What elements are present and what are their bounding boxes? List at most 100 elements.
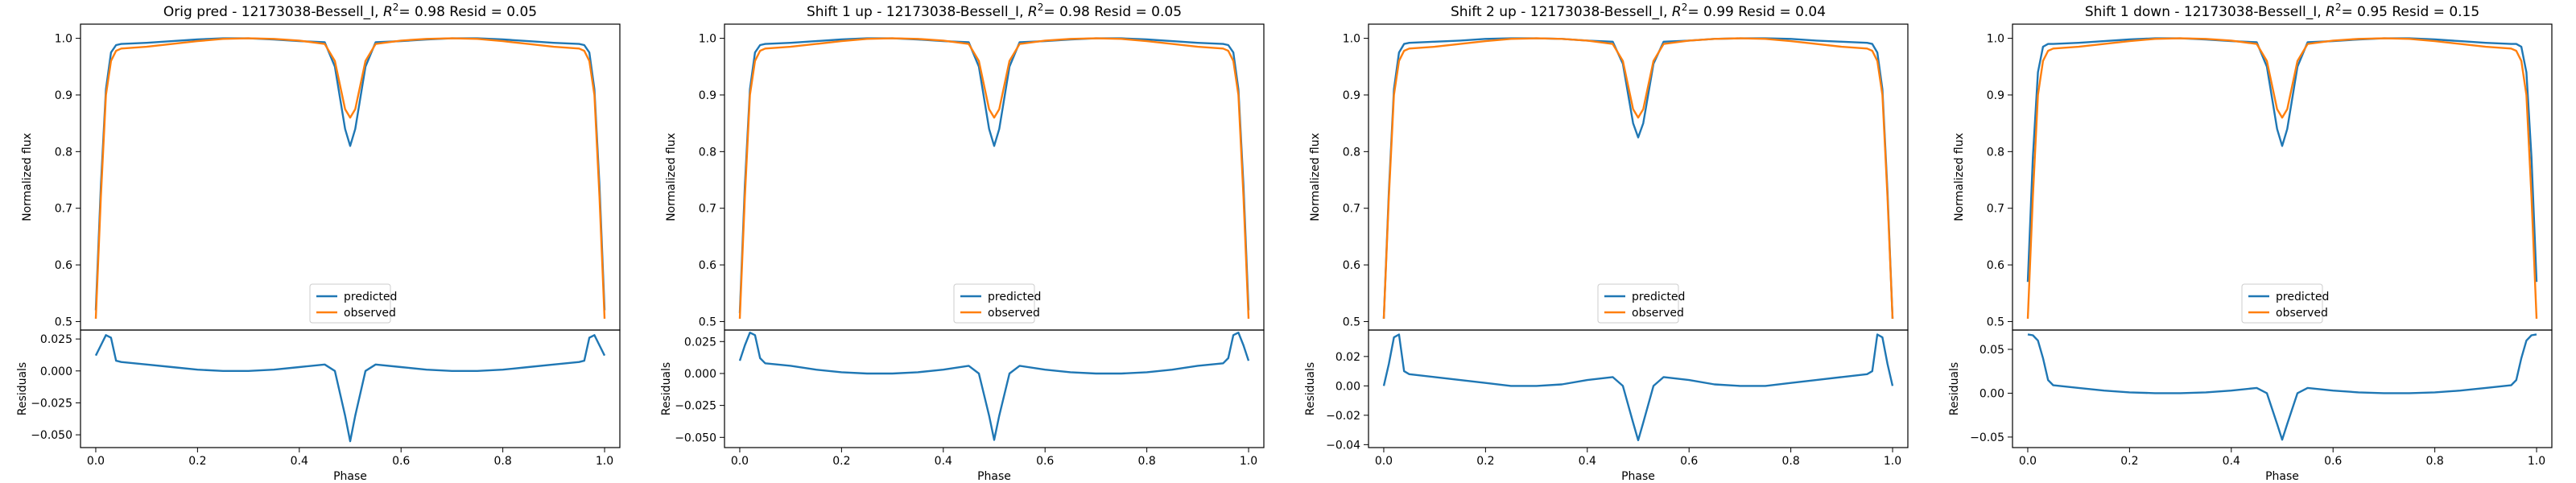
x-tick-label: 0.4: [1579, 455, 1596, 468]
chart-title-r2-symbol: R: [2326, 4, 2335, 20]
residual-y-tick-label: −0.050: [675, 431, 716, 444]
y-tick-label: 0.8: [699, 146, 716, 159]
y-tick-label: 0.9: [55, 89, 72, 102]
residual-y-tick-label: 0.025: [40, 333, 72, 346]
chart-title-r2-symbol: R: [1672, 4, 1682, 20]
x-tick-label: 0.6: [2324, 455, 2342, 468]
legend-label-predicted: predicted: [344, 291, 397, 303]
chart-title-r2-symbol: R: [1028, 4, 1038, 20]
chart-title-stats: = 0.99 Resid = 0.04: [1687, 4, 1826, 20]
chart-panel-1: Orig pred - 12173038-Bessell_I, R2= 0.98…: [16, 2, 621, 483]
series-line-predicted: [1382, 37, 1894, 319]
series-line-observed: [94, 37, 606, 319]
legend-label-predicted: predicted: [2276, 291, 2329, 303]
y-tick-label: 0.8: [1987, 146, 2004, 159]
x-tick-label: 0.0: [2019, 455, 2037, 468]
x-tick-label: 0.8: [493, 455, 511, 468]
residual-plot-frame: [80, 329, 621, 448]
y-tick-label: 1.0: [699, 33, 716, 46]
legend-label-observed: observed: [344, 307, 396, 320]
x-tick-label: 0.4: [2223, 455, 2240, 468]
residual-y-axis-label: Residuals: [16, 362, 29, 415]
x-tick-label: 0.2: [188, 455, 206, 468]
chart-title-stats: = 0.98 Resid = 0.05: [1043, 4, 1182, 20]
y-tick-label: 0.7: [1987, 203, 2004, 216]
chart-panel-2: Shift 1 up - 12173038-Bessell_I, R2= 0.9…: [660, 2, 1265, 483]
x-tick-label: 1.0: [2528, 455, 2545, 468]
legend-label-observed: observed: [2276, 307, 2328, 320]
y-axis-label: Normalized flux: [1953, 133, 1966, 221]
residual-line: [738, 332, 1250, 441]
series-line-observed: [2026, 37, 2538, 319]
y-tick-label: 0.6: [1343, 259, 1360, 272]
residual-line: [94, 334, 606, 443]
series-line-observed: [1382, 37, 1894, 319]
y-tick-label: 0.9: [1987, 89, 2004, 102]
y-tick-label: 0.7: [55, 203, 72, 216]
residual-y-axis-label: Residuals: [1304, 362, 1317, 415]
chart-title-r2-exponent: 2: [1682, 2, 1688, 13]
legend-label-predicted: predicted: [1632, 291, 1685, 303]
residual-line: [2027, 333, 2537, 441]
x-axis-label: Phase: [1621, 470, 1655, 483]
y-tick-label: 0.7: [1343, 203, 1360, 216]
y-axis-label: Normalized flux: [1309, 133, 1322, 221]
y-tick-label: 0.7: [699, 203, 716, 216]
residual-y-tick-label: −0.050: [31, 429, 72, 442]
chart-title-stats: = 0.98 Resid = 0.05: [398, 4, 537, 20]
residual-y-tick-label: 0.02: [1335, 351, 1360, 364]
x-tick-label: 0.2: [1476, 455, 1494, 468]
x-tick-label: 0.6: [1680, 455, 1698, 468]
series-line-predicted: [2026, 37, 2538, 283]
y-tick-label: 1.0: [1987, 33, 2004, 46]
x-axis-label: Phase: [977, 470, 1011, 483]
chart-title-r2-exponent: 2: [393, 2, 399, 13]
x-tick-label: 0.0: [87, 455, 105, 468]
x-tick-label: 0.4: [291, 455, 308, 468]
legend-label-predicted: predicted: [988, 291, 1041, 303]
chart-title-prefix: Orig pred - 12173038-Bessell_I,: [163, 4, 383, 20]
chart-title-prefix: Shift 2 up - 12173038-Bessell_I,: [1451, 4, 1672, 20]
x-axis-label: Phase: [2265, 470, 2299, 483]
residual-y-axis-label: Residuals: [1948, 362, 1961, 415]
y-tick-label: 0.5: [699, 316, 716, 328]
residual-plot-frame: [1368, 329, 1909, 448]
residual-y-tick-label: 0.00: [1979, 387, 2004, 400]
chart-panel-3: Shift 2 up - 12173038-Bessell_I, R2= 0.9…: [1304, 2, 1909, 483]
residual-y-tick-label: −0.05: [1970, 431, 2004, 444]
x-tick-label: 0.6: [1036, 455, 1054, 468]
series-line-observed: [738, 37, 1250, 319]
chart-title: Orig pred - 12173038-Bessell_I, R2= 0.98…: [163, 2, 537, 20]
residual-y-tick-label: −0.025: [31, 397, 72, 410]
chart-title: Shift 1 down - 12173038-Bessell_I, R2= 0…: [2085, 2, 2479, 20]
y-tick-label: 0.6: [55, 259, 72, 272]
residual-plot-frame: [724, 329, 1265, 448]
y-tick-label: 1.0: [1343, 33, 1360, 46]
x-tick-label: 1.0: [596, 455, 613, 468]
x-tick-label: 0.8: [2425, 455, 2443, 468]
x-tick-label: 0.0: [1375, 455, 1393, 468]
x-axis-label: Phase: [333, 470, 367, 483]
y-tick-label: 0.8: [55, 146, 72, 159]
chart-title-r2-symbol: R: [383, 4, 393, 20]
y-tick-label: 0.9: [1343, 89, 1360, 102]
residual-y-tick-label: 0.025: [684, 336, 716, 349]
chart-title: Shift 2 up - 12173038-Bessell_I, R2= 0.9…: [1451, 2, 1826, 20]
x-tick-label: 0.6: [392, 455, 410, 468]
x-tick-label: 0.2: [2120, 455, 2138, 468]
residual-y-tick-label: 0.00: [1335, 380, 1360, 393]
x-tick-label: 1.0: [1240, 455, 1257, 468]
y-tick-label: 0.8: [1343, 146, 1360, 159]
residual-y-tick-label: −0.02: [1326, 410, 1360, 423]
x-tick-label: 0.4: [935, 455, 952, 468]
chart-panel-4: Shift 1 down - 12173038-Bessell_I, R2= 0…: [1948, 2, 2553, 483]
chart-title-prefix: Shift 1 up - 12173038-Bessell_I,: [807, 4, 1028, 20]
y-tick-label: 0.5: [1343, 316, 1360, 328]
legend-label-observed: observed: [1632, 307, 1684, 320]
y-tick-label: 0.6: [699, 259, 716, 272]
y-tick-label: 0.5: [55, 316, 72, 328]
residual-line: [1382, 333, 1894, 442]
y-tick-label: 0.6: [1987, 259, 2004, 272]
y-axis-label: Normalized flux: [665, 133, 678, 221]
